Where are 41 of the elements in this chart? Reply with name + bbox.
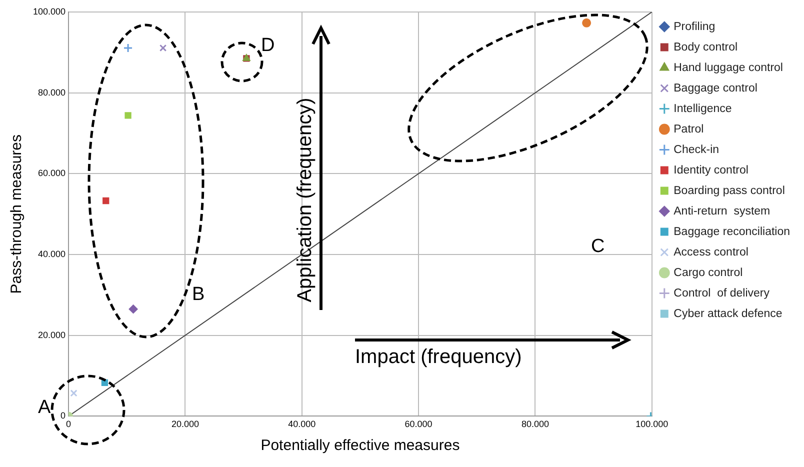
point bbox=[102, 197, 110, 204]
y-tick-label: 100.000 bbox=[32, 6, 66, 16]
x-tick-label: 20.000 bbox=[171, 419, 199, 430]
legend-label: Access control bbox=[674, 246, 748, 258]
point bbox=[70, 390, 78, 397]
y-tick-label: 40.000 bbox=[38, 249, 66, 260]
text: A bbox=[38, 397, 51, 418]
annotation: Impact (frequency) bbox=[355, 346, 522, 368]
legend-label: Baggage reconciliation bbox=[674, 226, 790, 238]
y-tick-label: 80.000 bbox=[38, 87, 66, 98]
legend-label: Patrol bbox=[674, 123, 704, 136]
legend-label: Control of delivery bbox=[674, 287, 770, 300]
point bbox=[128, 304, 138, 314]
legend-label: Anti-return system bbox=[674, 205, 770, 218]
y-tick-label: 60.000 bbox=[38, 168, 66, 178]
x-tick-label: 40.000 bbox=[288, 419, 316, 430]
point bbox=[123, 43, 133, 53]
legend-label: Intelligence bbox=[674, 102, 732, 115]
legend-label: Check-in bbox=[674, 144, 720, 156]
legend-label: Hand luggage control bbox=[674, 62, 783, 74]
legend-label: Cyber attack defence bbox=[674, 308, 782, 320]
legend-label: Baggage control bbox=[674, 82, 758, 94]
legend-label: Identity control bbox=[674, 164, 748, 176]
x-tick-label: 80.000 bbox=[521, 419, 549, 430]
y-axis-title: Pass-through measures bbox=[8, 134, 26, 294]
point bbox=[582, 18, 592, 28]
point bbox=[159, 44, 167, 52]
legend-label: Profiling bbox=[674, 20, 716, 33]
y-tick-label: 20.000 bbox=[38, 330, 66, 340]
legend-label: Cargo control bbox=[674, 266, 743, 279]
annotation: D bbox=[261, 35, 275, 56]
legend-label: Body control bbox=[674, 41, 738, 54]
x-tick-label: 60.000 bbox=[404, 419, 432, 430]
annotation: C bbox=[591, 236, 605, 257]
x-axis-title: Potentially effective measures bbox=[260, 437, 460, 454]
y-tick-label: 0 bbox=[60, 410, 66, 421]
annotation: Application (frequency) bbox=[294, 98, 316, 302]
x-tick-label: 100.000 bbox=[636, 419, 668, 430]
annotation: B bbox=[192, 284, 205, 305]
point bbox=[124, 112, 132, 119]
legend-label: Boarding pass control bbox=[674, 184, 785, 197]
